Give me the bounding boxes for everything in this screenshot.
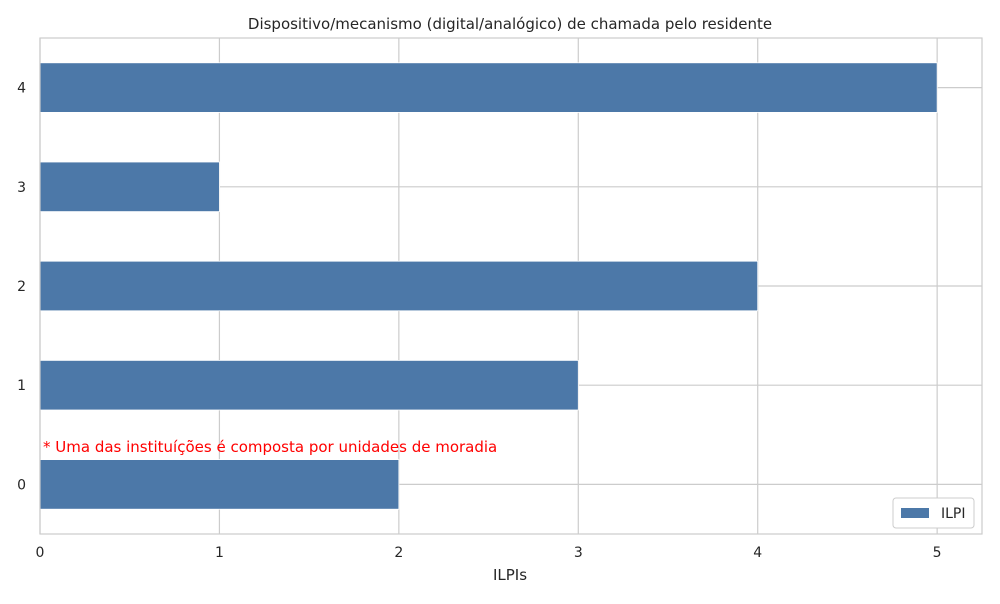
bar xyxy=(39,359,579,411)
bar xyxy=(39,161,220,212)
y-tick-label: 0 xyxy=(17,477,26,493)
legend: ILPI xyxy=(892,497,975,529)
bar xyxy=(39,260,759,312)
y-tick-label: 2 xyxy=(17,279,26,295)
plot-frame xyxy=(39,37,983,535)
y-tick-label: 3 xyxy=(17,180,26,196)
x-tick-labels: 0 1 2 3 4 5 xyxy=(36,545,942,561)
annotation-text: * Uma das instituíções é composta por un… xyxy=(43,438,497,456)
legend-frame xyxy=(892,497,975,529)
x-tick-label: 1 xyxy=(215,545,224,561)
chart-title: Dispositivo/mecanismo (digital/analógico… xyxy=(248,15,772,33)
bars xyxy=(39,62,938,510)
x-tick-label: 3 xyxy=(574,545,583,561)
x-tick-label: 2 xyxy=(394,545,403,561)
legend-swatch xyxy=(901,508,929,518)
y-tick-label: 4 xyxy=(17,81,26,97)
y-tick-label: 1 xyxy=(17,378,26,394)
y-tick-labels: 0 1 2 3 4 xyxy=(17,81,26,494)
legend-label: ILPI xyxy=(941,506,966,522)
bar xyxy=(39,459,400,510)
bar xyxy=(39,62,938,113)
x-tick-label: 4 xyxy=(753,545,762,561)
x-tick-label: 5 xyxy=(933,545,942,561)
x-tick-label: 0 xyxy=(36,545,45,561)
x-axis-label: ILPIs xyxy=(493,566,527,584)
